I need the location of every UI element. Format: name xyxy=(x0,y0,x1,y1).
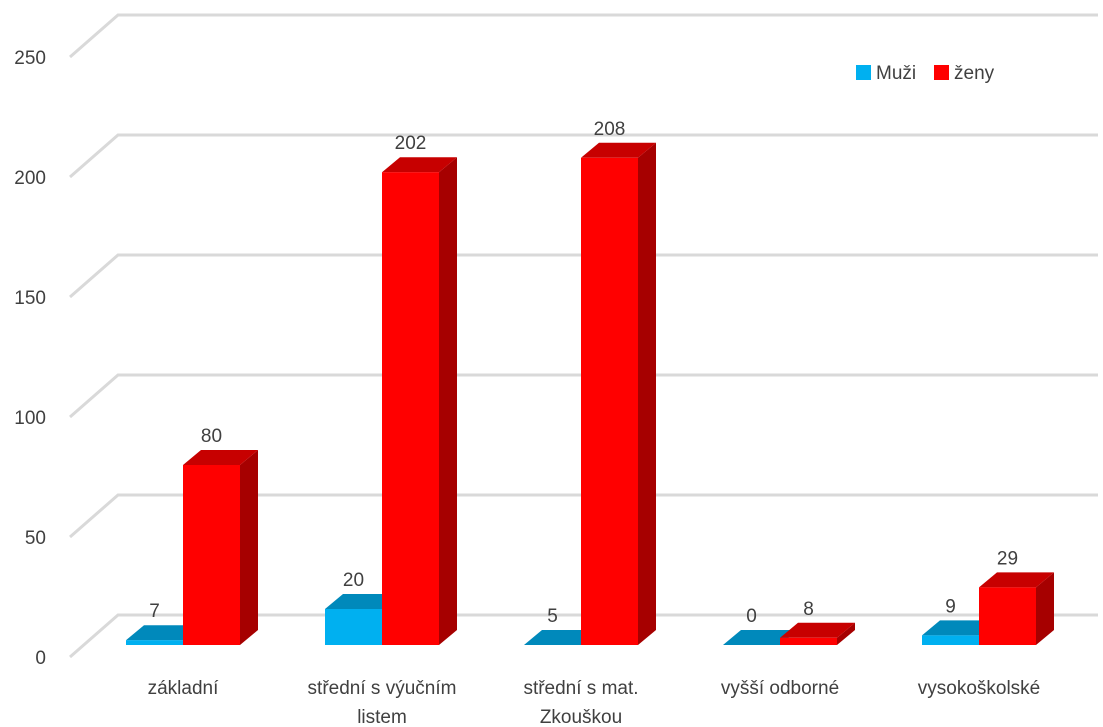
data-label: 80 xyxy=(201,426,222,447)
x-axis: základní střední s výučním listem střední s… xyxy=(148,678,1041,727)
x-tick-label: listem xyxy=(357,707,407,727)
gridlines xyxy=(69,13,1098,659)
bar-front xyxy=(126,640,183,645)
x-tick-label: střední s mat. xyxy=(523,678,638,699)
y-tick-label: 200 xyxy=(14,168,46,189)
y-tick-label: 50 xyxy=(25,528,46,549)
gridline xyxy=(69,133,1098,179)
y-tick-label: 100 xyxy=(14,408,46,429)
bar-front xyxy=(183,465,240,645)
x-tick-label: Zkouškou xyxy=(540,707,622,727)
bar-side xyxy=(1036,572,1054,645)
data-labels: 7 80 20 202 5 208 0 8 9 29 xyxy=(149,119,1018,627)
gridline xyxy=(69,613,1098,659)
bar-zeny xyxy=(979,572,1054,645)
bar-top xyxy=(979,572,1054,588)
legend-swatch xyxy=(934,65,949,80)
x-tick-label: vysokoškolské xyxy=(918,678,1041,699)
y-tick-label: 150 xyxy=(14,288,46,309)
bar-top xyxy=(524,630,599,645)
legend-label: Muži xyxy=(876,63,916,84)
bar-front xyxy=(581,157,638,646)
data-label: 0 xyxy=(746,606,757,627)
gridline xyxy=(69,493,1098,539)
gridline xyxy=(69,253,1098,299)
bar-top xyxy=(325,594,400,609)
bar-front xyxy=(325,609,382,645)
x-tick-label: střední s výučním xyxy=(308,678,457,699)
legend: Muži ženy xyxy=(856,63,995,84)
gridline xyxy=(69,373,1098,419)
y-tick-label: 0 xyxy=(35,648,46,669)
data-label: 7 xyxy=(149,601,160,622)
bar-zeny xyxy=(382,157,457,645)
bar-top xyxy=(382,157,457,173)
bar-side xyxy=(439,157,457,645)
x-tick-label: základní xyxy=(148,678,219,699)
bar-zeny xyxy=(780,622,855,645)
bar-top xyxy=(723,630,798,645)
bar-top xyxy=(780,622,855,638)
bar-side xyxy=(240,450,258,645)
bar-front xyxy=(382,172,439,645)
bar-muzi xyxy=(723,630,798,645)
bar-top xyxy=(581,142,656,158)
data-label: 20 xyxy=(343,570,364,591)
legend-label: ženy xyxy=(954,63,995,84)
gridline xyxy=(69,13,1098,59)
bar-zeny xyxy=(183,450,258,645)
bar-top xyxy=(126,625,201,641)
x-tick-label: vyšší odborné xyxy=(721,678,839,699)
bar-front xyxy=(922,635,979,645)
bar-front xyxy=(780,637,837,645)
bar-front xyxy=(979,587,1036,645)
bar-top xyxy=(183,450,258,465)
data-label: 5 xyxy=(547,606,558,627)
data-label: 8 xyxy=(803,599,814,620)
bar-muzi xyxy=(524,630,599,645)
bars xyxy=(126,142,1054,646)
y-tick-label: 250 xyxy=(14,48,46,69)
data-label: 9 xyxy=(945,596,956,617)
data-label: 29 xyxy=(997,548,1018,569)
data-label: 202 xyxy=(395,133,427,154)
legend-swatch xyxy=(856,65,871,80)
bar-side xyxy=(837,622,855,645)
y-axis: 0 50 100 150 200 250 xyxy=(14,48,46,669)
data-label: 208 xyxy=(594,119,626,140)
bar-zeny xyxy=(581,142,656,646)
bar-side xyxy=(638,142,656,646)
bar-top xyxy=(922,620,997,636)
